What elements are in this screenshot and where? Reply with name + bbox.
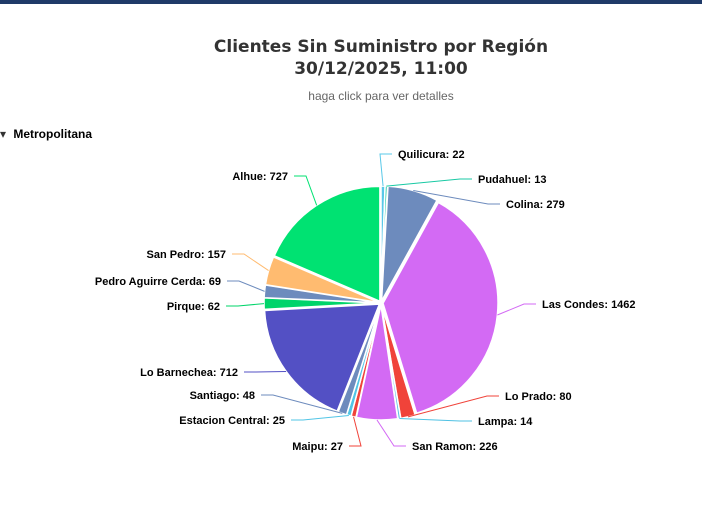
- pie-connector-santiago: [261, 394, 343, 414]
- pie-label-pedro-aguirre-cerda: Pedro Aguirre Cerda: 69: [95, 276, 221, 288]
- pie-connector-lampa: [399, 418, 472, 422]
- pie-label-san-pedro: San Pedro: 157: [147, 249, 226, 261]
- pie-connector-pudahuel: [386, 178, 472, 187]
- chevron-down-icon: ▾: [0, 127, 7, 141]
- pie-connector-estacion-central: [291, 414, 349, 421]
- pie-label-lo-prado: Lo Prado: 80: [505, 391, 572, 403]
- pie-label-quilicura: Quilicura: 22: [398, 149, 465, 161]
- pie-connector-las-condes: [497, 303, 536, 316]
- pie-connector-alhue: [294, 175, 318, 206]
- pie-connector-quilicura: [379, 153, 392, 187]
- pie-slices: [263, 185, 499, 421]
- pie-connector-san-ramon: [376, 419, 406, 447]
- pie-connector-san-pedro: [232, 253, 269, 272]
- chart-subtitle: haga click para ver detalles: [308, 89, 454, 103]
- pie-label-lo-barnechea: Lo Barnechea: 712: [140, 367, 238, 379]
- pie-connector-pedro-aguirre-cerda: [227, 280, 265, 292]
- pie-label-san-ramon: San Ramon: 226: [412, 441, 498, 453]
- pie-label-estacion-central: Estacion Central: 25: [179, 415, 285, 427]
- pie-label-pirque: Pirque: 62: [167, 301, 220, 313]
- pie-connector-maipu: [349, 416, 362, 447]
- drilldown-breadcrumb[interactable]: ▾ Metropolitana: [0, 127, 92, 141]
- pie-connector-pirque: [226, 303, 265, 307]
- chart-title: Clientes Sin Suministro por Región: [213, 37, 549, 57]
- pie-labels: Quilicura: 22 Pudahuel: 13 Colina: 279 Las …: [95, 149, 636, 453]
- pie-label-maipu: Maipu: 27: [292, 441, 343, 453]
- chart-title-datetime: 30/12/2025, 11:00: [294, 59, 468, 79]
- pie-label-las-condes: Las Condes: 1462: [542, 299, 636, 311]
- pie-connector-lo-barnechea: [244, 370, 287, 373]
- pie-label-alhue: Alhue: 727: [232, 171, 288, 183]
- pie-label-lampa: Lampa: 14: [478, 416, 533, 428]
- pie-connector-lo-prado: [407, 395, 499, 418]
- pie-slice-alhue[interactable]: [273, 185, 381, 303]
- pie-label-santiago: Santiago: 48: [190, 390, 255, 402]
- drilldown-label: Metropolitana: [13, 127, 93, 141]
- pie-label-colina: Colina: 279: [506, 199, 565, 211]
- pie-label-pudahuel: Pudahuel: 13: [478, 174, 546, 186]
- pie-slice-las-condes[interactable]: [382, 201, 499, 415]
- pie-connector-colina: [413, 190, 500, 205]
- pie-slice-lo-barnechea[interactable]: [263, 303, 381, 413]
- top-accent-bar: [0, 0, 702, 4]
